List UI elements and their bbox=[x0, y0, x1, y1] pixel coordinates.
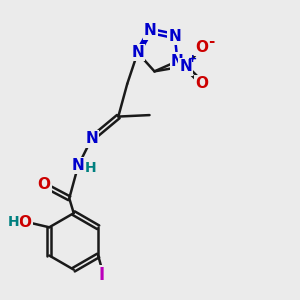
Text: O: O bbox=[196, 76, 208, 91]
Text: N: N bbox=[72, 158, 85, 173]
Text: N: N bbox=[144, 23, 157, 38]
Text: N: N bbox=[168, 28, 181, 44]
Text: O: O bbox=[196, 40, 208, 55]
Text: O: O bbox=[38, 177, 50, 192]
Text: N: N bbox=[171, 54, 184, 69]
Text: N: N bbox=[85, 131, 98, 146]
Text: N: N bbox=[131, 45, 144, 60]
Text: -: - bbox=[208, 34, 215, 49]
Text: O: O bbox=[18, 215, 32, 230]
Text: H: H bbox=[8, 215, 20, 229]
Text: N: N bbox=[179, 59, 192, 74]
Text: +: + bbox=[188, 54, 197, 64]
Text: I: I bbox=[99, 266, 105, 284]
Text: H: H bbox=[85, 161, 97, 175]
